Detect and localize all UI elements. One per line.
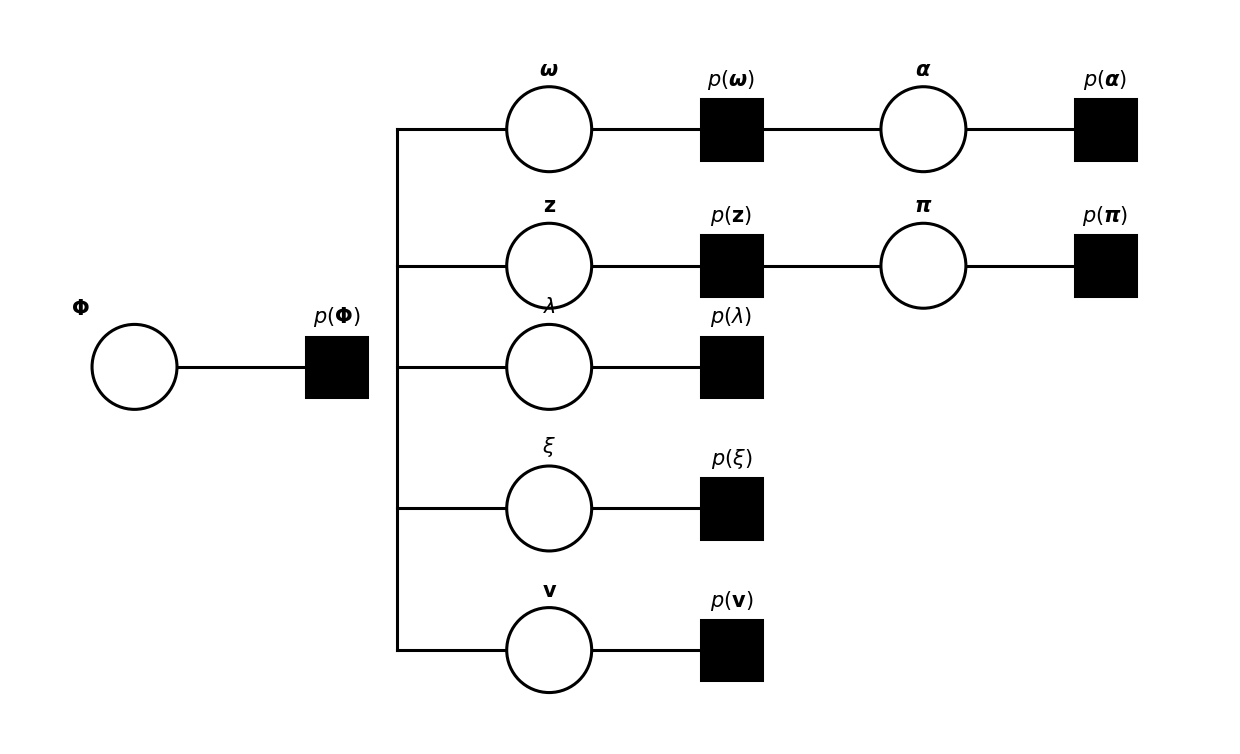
Text: $\boldsymbol{\pi}$: $\boldsymbol{\pi}$ bbox=[914, 196, 932, 216]
Circle shape bbox=[880, 87, 966, 172]
Bar bbox=[701, 99, 761, 160]
Text: $p(\boldsymbol{\pi})$: $p(\boldsymbol{\pi})$ bbox=[1083, 204, 1128, 228]
Text: $p(\lambda)$: $p(\lambda)$ bbox=[711, 305, 753, 329]
Circle shape bbox=[507, 608, 591, 693]
Bar bbox=[701, 336, 761, 397]
Bar bbox=[701, 235, 761, 296]
Circle shape bbox=[507, 87, 591, 172]
Text: $p(\mathbf{\Phi})$: $p(\mathbf{\Phi})$ bbox=[312, 305, 361, 329]
Bar bbox=[1075, 99, 1136, 160]
Text: $p(\mathbf{z})$: $p(\mathbf{z})$ bbox=[711, 204, 753, 228]
Text: $p(\boldsymbol{\alpha})$: $p(\boldsymbol{\alpha})$ bbox=[1084, 68, 1127, 92]
Text: $\xi$: $\xi$ bbox=[542, 435, 556, 459]
Text: $\mathbf{\Phi}$: $\mathbf{\Phi}$ bbox=[71, 299, 89, 320]
Bar bbox=[701, 478, 761, 539]
Text: $\lambda$: $\lambda$ bbox=[543, 297, 556, 317]
Text: $\boldsymbol{\alpha}$: $\boldsymbol{\alpha}$ bbox=[915, 60, 931, 80]
Circle shape bbox=[92, 324, 177, 409]
Circle shape bbox=[507, 324, 591, 409]
Bar bbox=[1075, 235, 1136, 296]
Text: $\mathbf{v}$: $\mathbf{v}$ bbox=[542, 581, 557, 600]
Bar bbox=[306, 336, 367, 397]
Text: $p(\boldsymbol{\omega})$: $p(\boldsymbol{\omega})$ bbox=[707, 68, 755, 92]
Text: $\mathbf{z}$: $\mathbf{z}$ bbox=[543, 196, 556, 216]
Bar bbox=[701, 620, 761, 680]
Text: $p(\xi)$: $p(\xi)$ bbox=[711, 447, 751, 471]
Text: $\boldsymbol{\omega}$: $\boldsymbol{\omega}$ bbox=[539, 60, 559, 80]
Circle shape bbox=[880, 223, 966, 308]
Circle shape bbox=[507, 466, 591, 551]
Circle shape bbox=[507, 223, 591, 308]
Text: $p(\mathbf{v})$: $p(\mathbf{v})$ bbox=[709, 589, 753, 613]
